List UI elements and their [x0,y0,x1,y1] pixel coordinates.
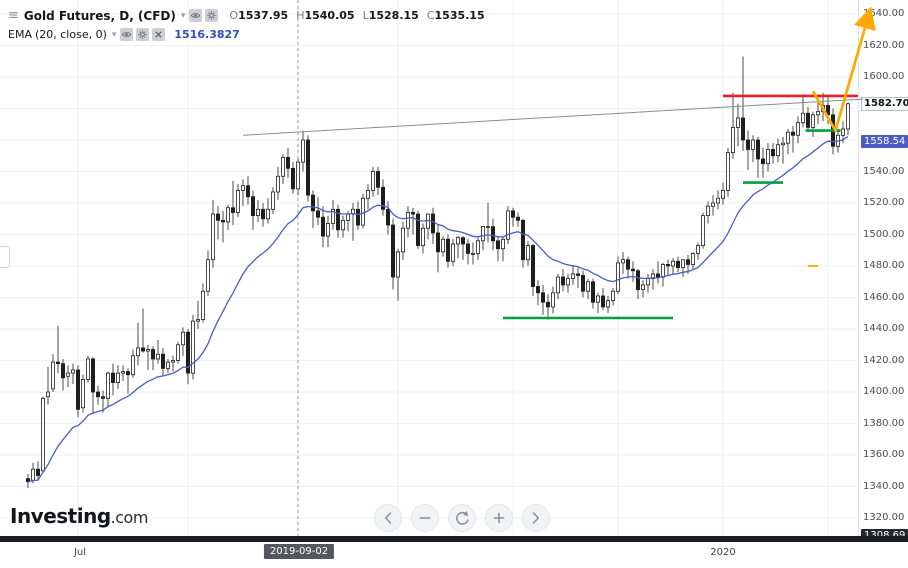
low-label: L [362,9,369,22]
price-tick-label: 1320.00 [863,512,905,523]
chart-plot-area[interactable] [0,0,858,536]
price-tick-label: 1620.00 [863,40,905,51]
sidebar-collapse-handle[interactable] [0,246,10,268]
plus-icon [493,512,505,524]
zoom-in-button[interactable] [485,504,513,532]
eye-icon[interactable] [189,9,203,22]
price-tick-label: 1380.00 [863,418,905,429]
gear-icon[interactable] [136,28,150,41]
close-icon[interactable] [152,28,166,41]
chart-legend: ≡ Gold Futures, D, (CFD) ▾ O1537.95 H154… [8,6,493,44]
scroll-left-button[interactable] [374,504,402,532]
scroll-right-button[interactable] [522,504,550,532]
logo-brand-text: Investing [10,504,111,528]
zoom-out-button[interactable] [411,504,439,532]
minus-icon [419,517,431,519]
indicator-name[interactable]: EMA [8,28,32,41]
price-tick-label: 1540.00 [863,166,905,177]
price-tick-label: 1460.00 [863,292,905,303]
close-value: 1535.15 [434,9,485,22]
chevron-left-icon [384,512,392,524]
axis-divider-bar [0,536,908,542]
price-tick-label: 1600.00 [863,71,905,82]
open-label: O [229,9,239,22]
investing-logo: Investing.com [10,504,148,528]
eye-icon[interactable] [120,28,134,41]
time-tick-label: 2020 [710,547,736,558]
price-tick-label: 1420.00 [863,355,905,366]
time-axis[interactable]: Jul 2019-09-02 2020 [0,542,908,568]
price-axis[interactable]: 1640.00 1620.00 1600.00 1582.70 1558.54 1540.… [858,0,908,542]
price-tick-label: 1440.00 [863,323,905,334]
symbol-title[interactable]: Gold Futures, D, (CFD) [23,8,176,23]
candlestick-chart [0,0,858,536]
indicator-params: (20, close, 0) [34,28,107,41]
low-value: 1528.15 [368,9,419,22]
price-tick-label: 1520.00 [863,197,905,208]
list-icon[interactable]: ≡ [8,8,19,23]
chart-navigation-controls [374,504,550,532]
price-tick-label: 1640.00 [863,8,905,19]
chevron-right-icon [532,512,540,524]
refresh-icon [456,510,469,525]
symbol-legend-row: ≡ Gold Futures, D, (CFD) ▾ O1537.95 H154… [8,6,493,25]
indicator-value: 1516.3827 [174,28,240,41]
close-label: C [426,9,435,22]
high-label: H [296,9,305,22]
logo-suffix-text: .com [110,508,149,527]
price-tick-label: 1500.00 [863,229,905,240]
open-value: 1537.95 [238,9,289,22]
dropdown-caret-icon[interactable]: ▾ [111,29,117,40]
price-tick-label: 1340.00 [863,481,905,492]
session-date-badge: 2019-09-02 [263,544,335,559]
time-tick-label: Jul [73,547,87,558]
indicator-legend-row: EMA (20, close, 0) ▾ 1516.3827 [8,25,493,44]
gear-icon[interactable] [205,9,219,22]
ohlc-readout: O1537.95 H1540.05 L1528.15 C1535.15 [229,9,492,22]
dropdown-caret-icon[interactable]: ▾ [180,10,186,21]
ema-price-label: 1558.54 [861,135,908,148]
price-tick-label: 1400.00 [863,386,905,397]
reset-chart-button[interactable] [448,504,476,532]
high-value: 1540.05 [304,9,355,22]
price-tick-label: 1360.00 [863,449,905,460]
current-price-label: 1582.70 [861,97,908,111]
price-tick-label: 1480.00 [863,260,905,271]
